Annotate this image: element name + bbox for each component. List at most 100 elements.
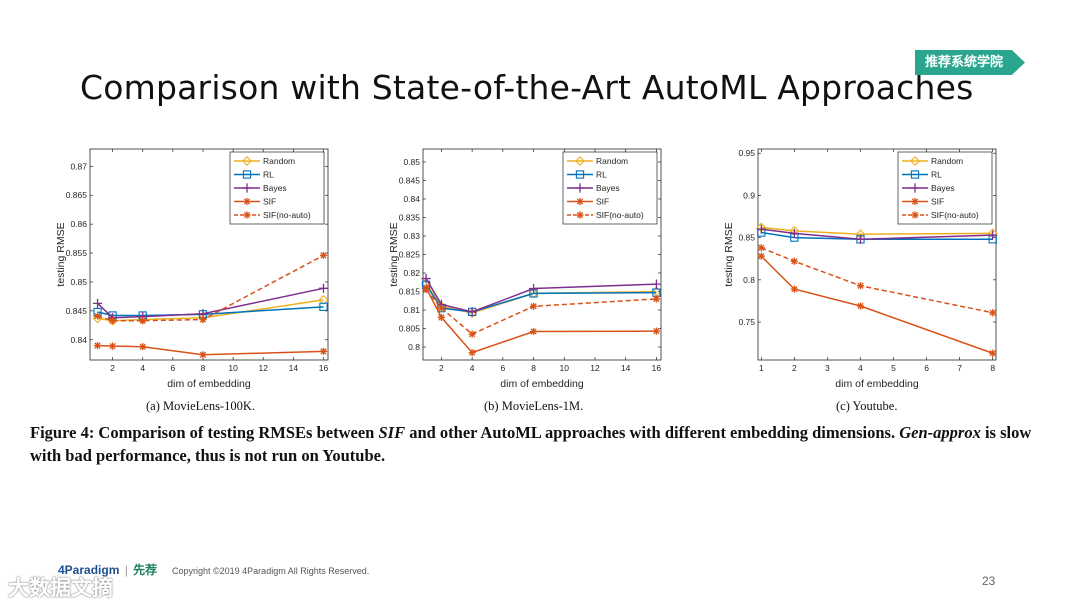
data-point-bayes: [651, 279, 661, 289]
data-point-sif: [93, 341, 102, 350]
data-point-bayes: [92, 298, 103, 308]
legend-marker-rl: [910, 170, 920, 179]
data-point-sif: [319, 347, 328, 355]
data-point-bayes: [467, 307, 477, 317]
legend-marker-random: [575, 156, 585, 166]
series-line-random: [761, 226, 993, 235]
data-point-bayes: [756, 224, 766, 234]
footer-logo: 4Paradigm | 先荐: [58, 561, 157, 578]
data-point-sif-no-auto: [989, 309, 997, 317]
data-point-sif-no-auto: [468, 330, 476, 338]
x-tick-label: 4: [140, 363, 145, 373]
data-point-sif-no-auto: [790, 257, 798, 265]
series-line-rl: [761, 231, 993, 241]
data-point-random: [528, 288, 539, 299]
series-line-sif: [760, 255, 993, 354]
legend-label-sif-no-auto: SIF(no-auto): [931, 210, 979, 220]
data-point-sif: [529, 327, 538, 336]
data-point-sif: [437, 313, 446, 322]
legend-label-bayes: Bayes: [931, 183, 955, 193]
x-tick-label: 8: [531, 363, 536, 373]
legend-marker-sif: [243, 197, 251, 206]
data-point-bayes: [528, 283, 539, 294]
y-tick-label: 0.805: [399, 324, 421, 334]
y-tick-label: 0.83: [403, 231, 420, 241]
legend-label-sif: SIF: [931, 197, 944, 207]
legend-marker-rl: [242, 170, 252, 179]
x-tick-label: 6: [500, 363, 505, 373]
figure-caption-sif: SIF: [378, 423, 406, 442]
legend-label-sif: SIF: [596, 197, 609, 207]
data-point-sif-no-auto: [108, 317, 117, 325]
legend-label-bayes: Bayes: [263, 183, 287, 193]
x-tick-label: 16: [652, 363, 662, 373]
x-tick-label: 14: [289, 363, 299, 373]
x-tick-label: 10: [560, 363, 570, 373]
series-line-sif-no-auto: [97, 254, 324, 322]
data-point-bayes: [988, 230, 998, 240]
data-point-bayes: [789, 228, 799, 238]
watermark: 大数据文摘: [8, 577, 113, 600]
data-point-sif: [468, 348, 476, 357]
y-tick-label: 0.95: [738, 148, 755, 158]
legend-label-random: Random: [263, 156, 295, 166]
chart-movielens-1m: 2 4 6 8 10 12 14 16 0.8 0.805 0.81 0.815 0.82 0.825 0.…: [388, 148, 662, 390]
data-point-bayes: [855, 234, 866, 244]
legend-marker-bayes: [242, 183, 252, 193]
x-tick-label: 10: [228, 363, 238, 373]
legend-label-sif-no-auto: SIF(no-auto): [596, 210, 644, 220]
x-tick-label: 12: [590, 363, 600, 373]
y-tick-label: 0.82: [403, 268, 420, 278]
data-point-sif: [199, 351, 207, 359]
legend-label-random: Random: [596, 156, 628, 166]
legend-marker-sif: [911, 197, 919, 206]
series-line-bayes: [761, 228, 993, 241]
y-axis-label: testing RMSE: [723, 222, 735, 286]
x-axis-label: dim of embedding: [500, 378, 584, 390]
y-tick-label: 0.85: [70, 277, 87, 287]
y-tick-label: 0.865: [66, 190, 88, 200]
legend-marker-sif-no-auto: [911, 211, 919, 219]
y-tick-label: 0.845: [399, 175, 421, 185]
y-tick-label: 0.845: [66, 306, 88, 316]
data-point-sif: [989, 349, 997, 357]
footer-logo-xianjian: 先荐: [133, 563, 158, 577]
legend-marker-rl: [575, 170, 585, 179]
legend-marker-random: [242, 156, 252, 166]
data-point-sif-no-auto: [437, 304, 446, 312]
x-tick-label: 1: [759, 363, 764, 373]
x-tick-label: 2: [110, 363, 115, 373]
data-point-bayes: [421, 273, 431, 284]
y-axis-label: testing RMSE: [55, 222, 67, 286]
y-tick-label: 0.8: [408, 342, 420, 352]
chart-movielens-100k: 2 4 6 8 10 12 14 16 0.84 0.845 0.85 0.855 0.86 0.865 0…: [55, 148, 329, 390]
legend-label-sif-no-auto: SIF(no-auto): [263, 210, 311, 220]
figure-caption-mid: and other AutoML approaches with differe…: [405, 423, 900, 442]
legend-label-random: Random: [931, 156, 963, 166]
footer-logo-4paradigm: 4Paradigm: [58, 563, 120, 577]
figure-caption-suffix: is slow with bad performance, thus is no…: [30, 423, 1032, 465]
x-tick-label: 16: [319, 363, 329, 373]
data-point-rl: [319, 302, 328, 311]
data-point-sif-no-auto: [199, 315, 207, 324]
chart-youtube: 1 2 3 4 5 6 7 8 0.75 0.8 0.85 0.9 0.95 dim of embeddi…: [723, 148, 998, 390]
data-point-sif: [139, 343, 147, 351]
legend-label-rl: RL: [931, 170, 942, 180]
caption-movielens-1m: (b) MovieLens-1M.: [484, 399, 584, 413]
caption-youtube: (c) Youtube.: [836, 399, 898, 413]
data-point-sif: [790, 285, 798, 293]
data-point-sif-no-auto: [652, 295, 660, 303]
brand-badge: 推荐系统学院: [915, 50, 1025, 75]
x-tick-label: 3: [825, 363, 830, 373]
x-axis-label: dim of embedding: [835, 378, 919, 390]
data-point-sif: [757, 252, 765, 260]
legend-marker-sif-no-auto: [576, 211, 584, 219]
y-tick-label: 0.84: [70, 335, 87, 345]
footer-logo-separator: |: [124, 563, 128, 577]
data-point-random: [318, 294, 329, 305]
x-tick-label: 14: [621, 363, 631, 373]
x-axis-label: dim of embedding: [167, 378, 251, 390]
caption-movielens-100k: (a) MovieLens-100K.: [146, 399, 255, 413]
y-tick-label: 0.85: [738, 233, 755, 243]
x-tick-label: 2: [792, 363, 797, 373]
